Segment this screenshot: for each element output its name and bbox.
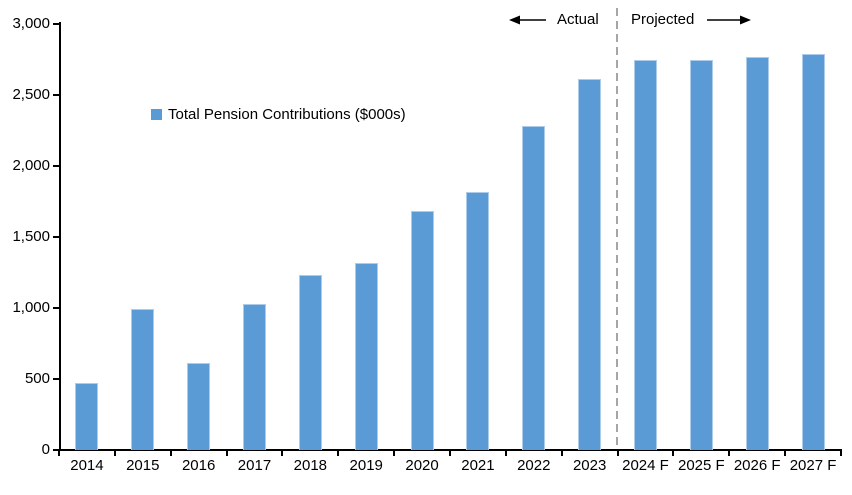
y-axis-tick-label: 0 xyxy=(41,441,50,458)
x-axis-tick xyxy=(560,451,563,456)
bar-2016 xyxy=(187,363,211,450)
bar-2021 xyxy=(466,192,490,450)
x-axis-tick xyxy=(58,451,60,456)
legend-marker xyxy=(151,108,162,120)
y-axis-tick-label: 2,500 xyxy=(12,86,50,103)
x-axis-tick-label: 2021 xyxy=(461,457,495,474)
projected-label: Projected xyxy=(631,11,695,28)
bar-2025-F xyxy=(689,60,713,450)
actual-annotation: Actual xyxy=(509,11,599,28)
x-axis-tick-label: 2025 F xyxy=(677,457,725,474)
bar-2027-F xyxy=(801,53,825,450)
x-axis-tick-label: 2023 xyxy=(572,457,607,474)
x-axis-tick xyxy=(225,451,228,456)
x-axis-tick-label: 2015 xyxy=(126,457,160,474)
x-axis-tick-label: 2019 xyxy=(349,457,383,474)
bar-2024-F xyxy=(634,59,657,450)
right-arrow-icon xyxy=(707,15,752,24)
x-axis-tick-label: 2027 F xyxy=(789,457,837,474)
legend-label: Total Pension Contributions ($000s) xyxy=(168,105,406,123)
plot-area xyxy=(59,24,841,450)
x-axis-tick xyxy=(281,451,284,456)
bar-2023 xyxy=(578,79,602,450)
bar-2026-F xyxy=(745,57,769,450)
y-axis-tick xyxy=(53,236,60,238)
y-axis-tick xyxy=(53,165,60,167)
x-axis-tick-label: 2018 xyxy=(293,457,328,474)
x-axis-tick-label: 2017 xyxy=(237,457,272,474)
bar-2022 xyxy=(522,126,546,450)
y-axis-tick-label: 1,000 xyxy=(12,299,50,316)
x-axis-tick-label: 2016 xyxy=(181,457,216,474)
y-axis-tick xyxy=(53,378,60,380)
x-axis-tick-label: 2022 xyxy=(517,457,551,474)
bar-2017 xyxy=(243,304,266,450)
y-axis-tick xyxy=(53,307,60,309)
x-axis-tick-label: 2020 xyxy=(405,457,439,474)
y-axis-tick-label: 2,000 xyxy=(12,157,50,174)
projected-annotation: Projected xyxy=(631,11,752,28)
bar-2015 xyxy=(131,308,155,450)
actual-projected-divider xyxy=(615,8,620,450)
x-axis-tick xyxy=(784,451,787,456)
y-axis-tick xyxy=(53,94,60,96)
y-axis-tick xyxy=(53,23,60,25)
bar-2014 xyxy=(75,383,99,450)
x-axis-tick-label: 2024 F xyxy=(622,457,669,474)
y-axis-tick-label: 3,000 xyxy=(12,15,50,32)
x-axis-tick xyxy=(113,451,116,456)
x-axis-tick xyxy=(672,451,675,456)
x-axis-tick xyxy=(169,451,172,456)
bar-2018 xyxy=(298,274,322,450)
y-axis-line xyxy=(59,22,61,451)
x-axis-tick xyxy=(337,451,340,456)
x-axis-tick xyxy=(840,451,842,456)
left-arrow-icon xyxy=(509,15,546,24)
dashed-line-icon xyxy=(616,8,618,450)
y-axis-tick-label: 1,500 xyxy=(12,228,50,245)
legend: Total Pension Contributions ($000s) xyxy=(151,105,406,123)
x-axis-tick xyxy=(449,451,451,456)
x-axis-tick-label: 2014 xyxy=(70,457,104,474)
x-axis-tick-label: 2026 F xyxy=(733,457,781,474)
y-axis-tick-label: 500 xyxy=(24,370,50,387)
bar-2020 xyxy=(410,211,434,450)
x-axis-tick xyxy=(504,451,507,456)
x-axis-tick xyxy=(393,451,396,456)
x-axis-tick xyxy=(728,451,731,456)
y-axis-tick xyxy=(53,449,60,451)
actual-label: Actual xyxy=(557,11,599,28)
bar-2019 xyxy=(354,262,378,450)
x-axis-line xyxy=(59,449,842,451)
x-axis-tick xyxy=(616,451,619,456)
